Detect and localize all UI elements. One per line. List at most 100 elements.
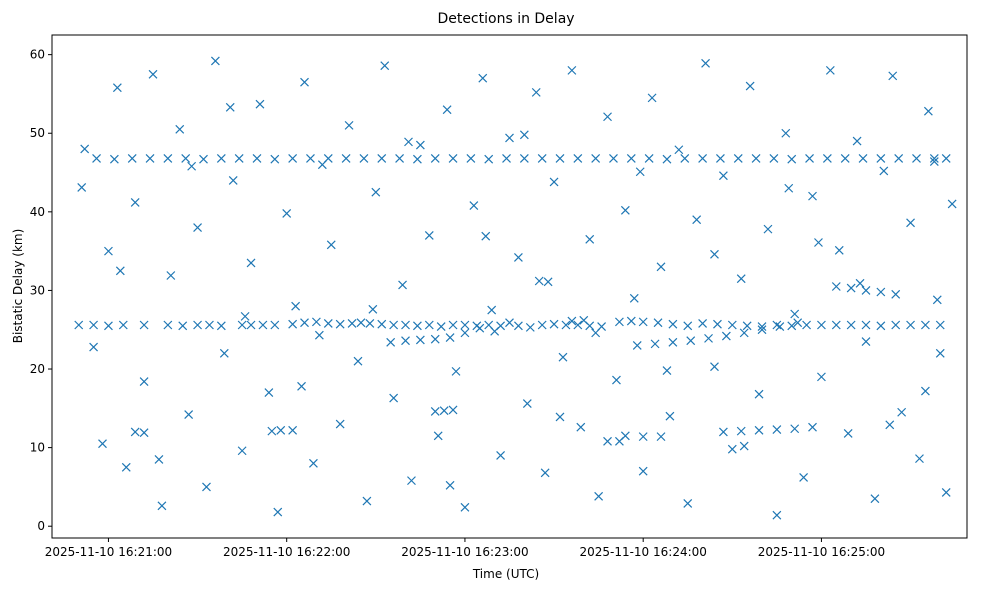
data-point — [139, 320, 149, 330]
data-point — [549, 319, 559, 329]
y-tick-label: 10 — [30, 441, 45, 455]
data-point — [401, 320, 410, 330]
data-point — [843, 429, 853, 438]
data-point — [210, 56, 220, 66]
data-point — [519, 130, 529, 140]
data-point — [683, 321, 693, 331]
data-point — [727, 320, 737, 330]
data-point — [585, 234, 595, 244]
data-point — [793, 318, 803, 328]
data-point — [555, 153, 565, 163]
data-point — [935, 320, 945, 330]
data-point — [861, 320, 871, 330]
data-point — [193, 320, 202, 330]
data-point — [808, 422, 817, 432]
data-point — [130, 427, 140, 437]
data-point — [442, 105, 452, 115]
data-point — [469, 201, 479, 210]
data-point — [739, 441, 749, 451]
data-point — [772, 320, 782, 330]
data-point — [288, 425, 298, 435]
data-point — [92, 153, 101, 163]
data-point — [362, 496, 372, 506]
data-point — [377, 319, 387, 329]
data-point — [460, 328, 470, 338]
x-tick-label: 2025-11-10 16:21:00 — [45, 545, 172, 559]
data-point — [522, 399, 532, 409]
data-point — [718, 171, 728, 181]
y-tick-label: 20 — [30, 362, 45, 376]
data-point — [537, 153, 547, 163]
data-point — [772, 425, 782, 434]
data-point — [757, 325, 767, 335]
data-point — [178, 321, 188, 331]
data-point — [395, 153, 405, 163]
data-point — [591, 153, 601, 163]
y-tick-label: 60 — [30, 48, 45, 62]
data-point — [769, 153, 779, 163]
data-point — [612, 375, 621, 385]
data-point — [371, 187, 381, 197]
data-point — [356, 318, 366, 328]
data-point — [573, 153, 583, 163]
plot-frame — [51, 34, 968, 539]
data-point — [713, 319, 722, 329]
data-point — [424, 230, 434, 240]
data-point — [614, 317, 624, 327]
data-point — [834, 245, 844, 255]
y-tick-label: 40 — [30, 205, 45, 219]
data-point — [282, 208, 292, 218]
x-tick-label: 2025-11-10 16:22:00 — [223, 545, 350, 559]
data-point — [300, 77, 309, 87]
data-point — [840, 153, 850, 163]
x-tick-label: 2025-11-10 16:24:00 — [579, 545, 706, 559]
data-point — [852, 136, 862, 146]
data-point — [306, 153, 315, 163]
data-point — [255, 99, 265, 109]
data-point — [855, 278, 865, 288]
data-point — [567, 316, 577, 326]
data-point — [787, 321, 797, 331]
data-point — [686, 336, 696, 346]
plot-area — [51, 34, 968, 539]
data-point — [626, 153, 636, 163]
x-axis: 2025-11-10 16:21:00 2025-11-10 16:22:00 20… — [45, 538, 885, 559]
data-point — [891, 289, 901, 299]
data-point — [181, 153, 191, 163]
data-point — [632, 341, 642, 350]
data-point — [638, 317, 648, 327]
data-point — [674, 145, 684, 155]
data-point — [647, 93, 657, 103]
data-point — [915, 454, 924, 464]
data-point — [929, 157, 939, 166]
data-point — [721, 331, 731, 341]
data-point — [626, 316, 636, 326]
data-point — [415, 335, 425, 345]
x-tick-label: 2025-11-10 16:23:00 — [401, 545, 528, 559]
data-point — [273, 507, 283, 517]
data-point — [309, 458, 318, 468]
data-point — [519, 153, 529, 163]
data-point — [513, 321, 523, 331]
data-point — [490, 326, 500, 336]
data-point — [112, 83, 122, 93]
data-point — [742, 321, 752, 331]
data-point — [187, 161, 197, 171]
data-point — [163, 320, 173, 330]
data-point — [225, 102, 235, 112]
data-point — [297, 381, 306, 391]
data-point — [846, 320, 856, 330]
data-point — [300, 318, 309, 328]
data-point — [199, 154, 208, 164]
data-point — [445, 480, 455, 490]
data-point — [935, 348, 945, 358]
data-point — [314, 330, 324, 340]
data-point — [561, 320, 571, 330]
data-point — [683, 498, 693, 508]
data-point — [415, 140, 425, 150]
data-point — [121, 462, 131, 472]
data-point — [193, 223, 202, 232]
data-point — [861, 337, 871, 346]
data-point — [139, 428, 149, 438]
data-point — [894, 153, 904, 163]
